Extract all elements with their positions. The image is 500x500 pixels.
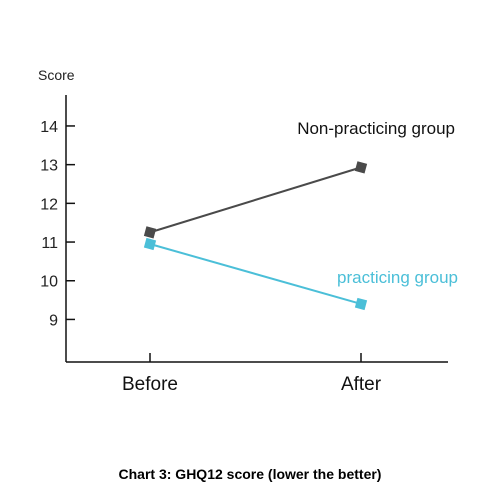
y-tick-label: 11: [41, 235, 58, 252]
y-tick-label: 10: [40, 274, 58, 291]
series-1: practicing group: [143, 237, 458, 311]
y-ticks: 9 10 11 12 13 14: [40, 119, 75, 329]
series: Non-practicing group practicing group: [143, 119, 458, 311]
data-point: [354, 297, 368, 311]
series-line: [149, 166, 362, 234]
series-label: practicing group: [337, 268, 458, 287]
y-tick-label: 12: [40, 196, 58, 213]
series-0: Non-practicing group: [143, 119, 455, 239]
series-label: Non-practicing group: [297, 119, 455, 138]
y-axis-label: Score: [38, 67, 75, 83]
y-tick-label: 9: [49, 312, 58, 329]
x-ticks: Before After: [122, 353, 382, 395]
data-point: [143, 226, 157, 239]
series-line: [149, 243, 362, 305]
y-tick-label: 13: [40, 158, 58, 175]
data-point: [354, 161, 368, 174]
x-tick-label: After: [341, 374, 382, 395]
chart-caption: Chart 3: GHQ12 score (lower the better): [118, 466, 382, 482]
data-point: [143, 237, 157, 251]
y-tick-label: 14: [40, 119, 58, 136]
axes: Score: [38, 67, 448, 363]
x-tick-label: Before: [122, 374, 178, 395]
